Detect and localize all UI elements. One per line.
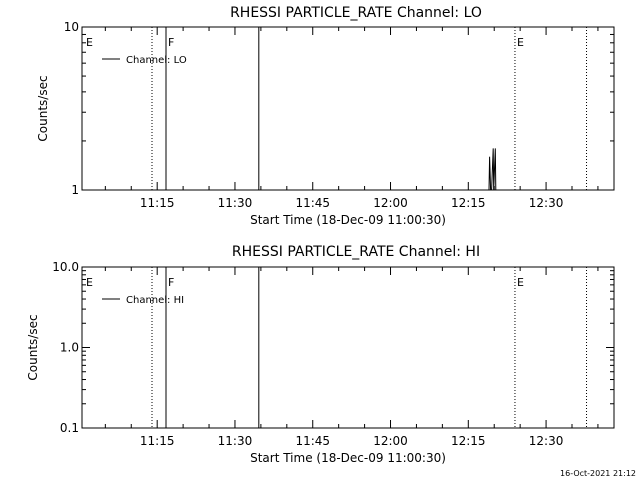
x-axis-label: Start Time (18-Dec-09 11:00:30) bbox=[250, 451, 446, 465]
footer-timestamp: 16-Oct-2021 21:12 bbox=[560, 469, 636, 478]
event-marker-label: F bbox=[168, 36, 174, 49]
series-line bbox=[487, 148, 497, 191]
event-marker-label: E bbox=[86, 36, 93, 49]
x-tick-label: 11:45 bbox=[295, 434, 330, 448]
x-tick-label: 12:30 bbox=[529, 434, 564, 448]
x-tick-label: 12:00 bbox=[373, 196, 408, 210]
event-marker-label: E bbox=[517, 276, 524, 289]
y-tick-label: 1.0 bbox=[60, 341, 79, 355]
y-axis-label: Counts/sec bbox=[36, 75, 50, 141]
x-tick-label: 11:30 bbox=[218, 434, 253, 448]
chart-title: RHESSI PARTICLE_RATE Channel: LO bbox=[230, 5, 482, 21]
legend-label: Channel: HI bbox=[126, 295, 184, 306]
x-tick-label: 11:30 bbox=[218, 196, 253, 210]
event-marker-label: E bbox=[86, 276, 93, 289]
x-tick-label: 12:00 bbox=[373, 434, 408, 448]
event-marker-label: E bbox=[517, 36, 524, 49]
x-axis-label: Start Time (18-Dec-09 11:00:30) bbox=[250, 213, 446, 227]
x-tick-label: 11:15 bbox=[140, 434, 175, 448]
plot-frame bbox=[81, 26, 615, 191]
y-axis-label: Counts/sec bbox=[26, 314, 40, 380]
y-tick-label: 10 bbox=[64, 20, 79, 34]
x-tick-label: 12:30 bbox=[529, 196, 564, 210]
legend-label: Channel: LO bbox=[126, 55, 187, 66]
x-tick-label: 12:15 bbox=[451, 196, 486, 210]
chart-lo-channel: RHESSI PARTICLE_RATE Channel: LO 1 10 Count… bbox=[36, 5, 615, 227]
chart-title: RHESSI PARTICLE_RATE Channel: HI bbox=[232, 244, 480, 260]
y-tick-label: 0.1 bbox=[60, 421, 79, 435]
x-tick-label: 11:15 bbox=[140, 196, 175, 210]
y-tick-label: 1 bbox=[71, 183, 79, 197]
plot-frame bbox=[81, 266, 615, 429]
x-tick-label: 12:15 bbox=[451, 434, 486, 448]
y-tick-label: 10.0 bbox=[52, 260, 79, 274]
chart-hi-channel: RHESSI PARTICLE_RATE Channel: HI 0.1 1.0 10… bbox=[26, 244, 615, 465]
event-marker-label: F bbox=[168, 276, 174, 289]
x-tick-label: 11:45 bbox=[295, 196, 330, 210]
